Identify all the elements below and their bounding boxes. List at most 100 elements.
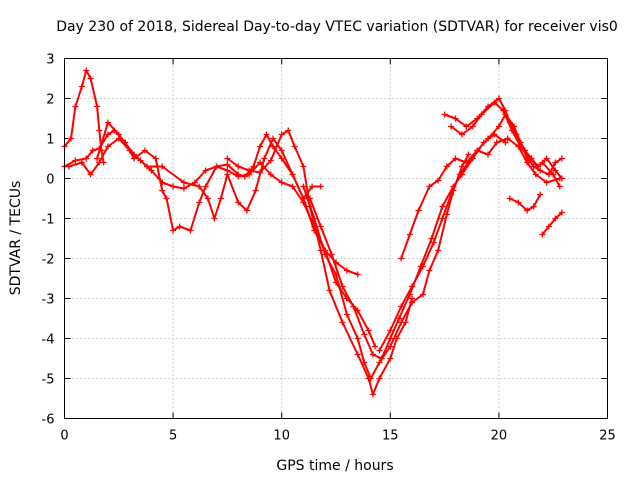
data-point [545, 223, 552, 230]
data-point [552, 167, 559, 174]
data-point [502, 139, 509, 146]
chart-title: Day 230 of 2018, Sidereal Day-to-day VTE… [56, 19, 618, 35]
data-point [148, 167, 155, 174]
data-point [372, 343, 379, 350]
data-point [515, 199, 522, 206]
x-axis-label: GPS time / hours [276, 458, 393, 474]
data-point [491, 99, 498, 106]
data-point [495, 123, 502, 130]
data-point [317, 183, 324, 190]
data-point [217, 195, 224, 202]
y-tick-label: -1 [42, 213, 55, 228]
data-point [256, 159, 263, 166]
data-point [180, 185, 187, 192]
data-point [289, 183, 296, 190]
data-point [524, 207, 531, 214]
series-trace-4 [94, 119, 324, 222]
data-point [176, 223, 183, 230]
data-point [369, 391, 376, 398]
y-tick-label: -4 [42, 333, 55, 348]
data-point [398, 319, 405, 326]
data-point [104, 143, 111, 150]
data-point [311, 215, 318, 222]
data-point [89, 147, 96, 154]
data-point [235, 173, 242, 180]
data-point [72, 157, 79, 164]
data-point [343, 311, 350, 318]
series-trace-12 [506, 191, 544, 214]
data-point [263, 131, 270, 138]
data-point [500, 107, 507, 114]
data-point [159, 163, 166, 170]
x-tick-label: 25 [599, 429, 616, 444]
data-point [365, 327, 372, 334]
data-point [96, 159, 103, 166]
data-point [534, 163, 541, 170]
x-tick-label: 5 [169, 429, 177, 444]
data-point [213, 163, 220, 170]
data-point [369, 351, 376, 358]
data-point [558, 175, 565, 182]
data-point [398, 303, 405, 310]
data-point [289, 171, 296, 178]
data-point [211, 215, 218, 222]
data-point [94, 103, 101, 110]
data-point [387, 335, 394, 342]
y-tick-label: 2 [46, 93, 54, 108]
data-point [317, 223, 324, 230]
data-point [456, 171, 463, 178]
y-tick-label: -5 [42, 373, 55, 388]
data-point [485, 135, 492, 142]
data-point [376, 347, 383, 354]
data-point [387, 327, 394, 334]
data-point [322, 251, 329, 258]
data-point [285, 127, 292, 134]
data-point [415, 207, 422, 214]
data-point [530, 203, 537, 210]
data-point [224, 171, 231, 178]
data-point [78, 159, 85, 166]
data-point [478, 111, 485, 118]
data-point [339, 283, 346, 290]
series-line [541, 211, 563, 236]
data-point [552, 159, 559, 166]
x-tick-label: 0 [60, 429, 68, 444]
data-point [458, 163, 465, 170]
data-point [159, 187, 166, 194]
data-point [463, 159, 470, 166]
data-point [104, 119, 111, 126]
y-tick-label: -2 [42, 253, 55, 268]
data-point [435, 177, 442, 184]
data-point [309, 183, 316, 190]
data-point [163, 195, 170, 202]
plot-frame [64, 58, 608, 419]
data-point [270, 143, 277, 150]
data-point [300, 195, 307, 202]
data-point [485, 151, 492, 158]
data-point [328, 251, 335, 258]
data-point [452, 115, 459, 122]
series-trace-1 [61, 67, 107, 166]
data-point [104, 131, 111, 138]
data-point [267, 171, 274, 178]
series-trace-11 [448, 99, 565, 182]
series-trace-5 [224, 127, 416, 398]
data-point [243, 207, 250, 214]
y-tick-label: -3 [42, 293, 55, 308]
data-point [94, 155, 101, 162]
data-point [448, 191, 455, 198]
data-point [224, 161, 231, 168]
data-point [252, 187, 259, 194]
data-point [439, 215, 446, 222]
data-point [78, 83, 85, 90]
data-point [180, 179, 187, 186]
data-point [469, 123, 476, 130]
y-axis-label: SDTVAR / TECUs [8, 181, 24, 296]
data-point [196, 199, 203, 206]
data-point [202, 183, 209, 190]
data-point [235, 199, 242, 206]
data-point [517, 143, 524, 150]
data-point [409, 299, 416, 306]
data-point [65, 163, 72, 170]
